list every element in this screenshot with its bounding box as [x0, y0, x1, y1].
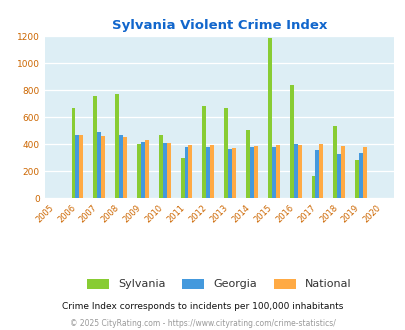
- Bar: [123, 137, 127, 198]
- Bar: [267, 38, 271, 198]
- Bar: [206, 147, 210, 198]
- Bar: [232, 148, 235, 198]
- Bar: [162, 144, 166, 198]
- Bar: [315, 150, 319, 198]
- Text: Crime Index corresponds to incidents per 100,000 inhabitants: Crime Index corresponds to incidents per…: [62, 302, 343, 311]
- Bar: [188, 146, 192, 198]
- Bar: [101, 136, 105, 198]
- Bar: [210, 146, 214, 198]
- Bar: [271, 147, 275, 198]
- Bar: [71, 108, 75, 198]
- Bar: [297, 145, 301, 198]
- Bar: [362, 147, 366, 198]
- Text: © 2025 CityRating.com - https://www.cityrating.com/crime-statistics/: © 2025 CityRating.com - https://www.city…: [70, 319, 335, 328]
- Legend: Sylvania, Georgia, National: Sylvania, Georgia, National: [87, 279, 351, 289]
- Bar: [224, 108, 228, 198]
- Bar: [79, 135, 83, 198]
- Bar: [337, 154, 340, 198]
- Bar: [97, 132, 101, 198]
- Bar: [354, 160, 358, 198]
- Bar: [253, 146, 257, 198]
- Bar: [275, 146, 279, 198]
- Bar: [141, 142, 145, 198]
- Bar: [166, 144, 170, 198]
- Bar: [93, 96, 97, 198]
- Title: Sylvania Violent Crime Index: Sylvania Violent Crime Index: [111, 19, 326, 32]
- Bar: [119, 135, 123, 198]
- Bar: [340, 146, 344, 198]
- Bar: [75, 135, 79, 198]
- Bar: [333, 126, 337, 198]
- Bar: [180, 157, 184, 198]
- Bar: [311, 176, 315, 198]
- Bar: [289, 85, 293, 198]
- Bar: [145, 140, 148, 198]
- Bar: [158, 135, 162, 198]
- Bar: [358, 153, 362, 198]
- Bar: [202, 106, 206, 198]
- Bar: [184, 148, 188, 198]
- Bar: [319, 144, 322, 198]
- Bar: [293, 144, 297, 198]
- Bar: [136, 144, 141, 198]
- Bar: [249, 147, 253, 198]
- Bar: [228, 149, 232, 198]
- Bar: [245, 130, 249, 198]
- Bar: [115, 94, 119, 198]
